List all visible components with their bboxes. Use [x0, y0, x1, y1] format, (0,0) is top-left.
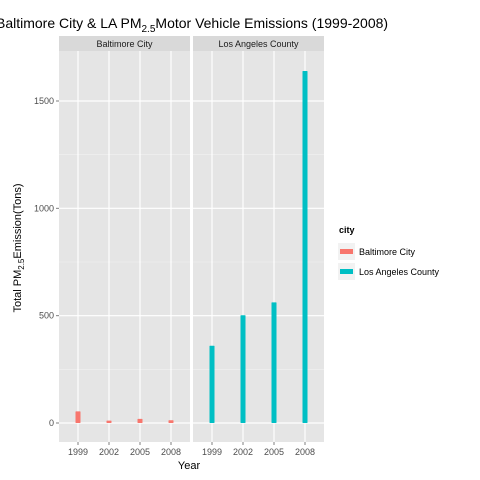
x-tick-label: 2002: [99, 447, 119, 457]
legend-label: Los Angeles County: [359, 267, 440, 277]
facet-strip: [59, 36, 190, 51]
bar: [302, 70, 308, 424]
legend-label: Baltimore City: [359, 247, 416, 257]
facet-panels: Baltimore City Los Angeles County: [59, 36, 324, 442]
legend: city Baltimore City Los Angeles County: [338, 225, 440, 280]
legend-item: Baltimore City: [338, 243, 416, 260]
x-axis: 1999 2002 2005 2008 1999 2002 2005 2008: [68, 442, 315, 457]
x-tick-label: 1999: [202, 447, 222, 457]
bar: [240, 315, 246, 423]
facet-panel: Los Angeles County: [193, 36, 324, 442]
y-tick-label: 1500: [34, 96, 54, 106]
legend-key: [340, 249, 353, 254]
facet-strip-label: Los Angeles County: [218, 39, 299, 49]
bar: [168, 420, 174, 423]
x-tick-label: 2002: [233, 447, 253, 457]
y-axis-title-subscript: 2.5: [17, 258, 26, 270]
y-tick-label: 500: [39, 311, 54, 321]
facet-strip-label: Baltimore City: [96, 39, 153, 49]
bar: [75, 411, 81, 423]
bar: [209, 345, 215, 423]
facet-panel: Baltimore City: [59, 36, 190, 442]
facet-strip: [193, 36, 324, 51]
y-tick-label: 0: [49, 418, 54, 428]
bar: [271, 302, 277, 423]
chart-title: Baltimore City & LA PM2.5Motor Vehicle E…: [0, 15, 388, 35]
legend-key: [340, 269, 353, 274]
x-tick-label: 2005: [130, 447, 150, 457]
x-tick-label: 1999: [68, 447, 88, 457]
legend-title: city: [339, 225, 355, 235]
bar: [106, 420, 112, 423]
bar: [137, 418, 143, 423]
chart-title-prefix: Baltimore City & LA PM: [0, 15, 142, 31]
chart-title-suffix: Motor Vehicle Emissions (1999-2008): [155, 15, 388, 31]
x-tick-label: 2005: [264, 447, 284, 457]
legend-item: Los Angeles County: [338, 263, 440, 280]
chart-title-subscript: 2.5: [142, 24, 156, 35]
y-axis-title-prefix: Total PM: [12, 270, 24, 313]
panel-background: [193, 51, 324, 442]
x-tick-label: 2008: [161, 447, 181, 457]
y-axis-title-suffix: Emission(Tons): [12, 183, 24, 258]
y-axis-title: Total PM2.5Emission(Tons): [12, 183, 26, 312]
panel-background: [59, 51, 190, 442]
x-tick-label: 2008: [295, 447, 315, 457]
y-axis: 0 500 1000 1500: [34, 96, 59, 428]
y-tick-label: 1000: [34, 203, 54, 213]
x-axis-title: Year: [178, 460, 201, 472]
